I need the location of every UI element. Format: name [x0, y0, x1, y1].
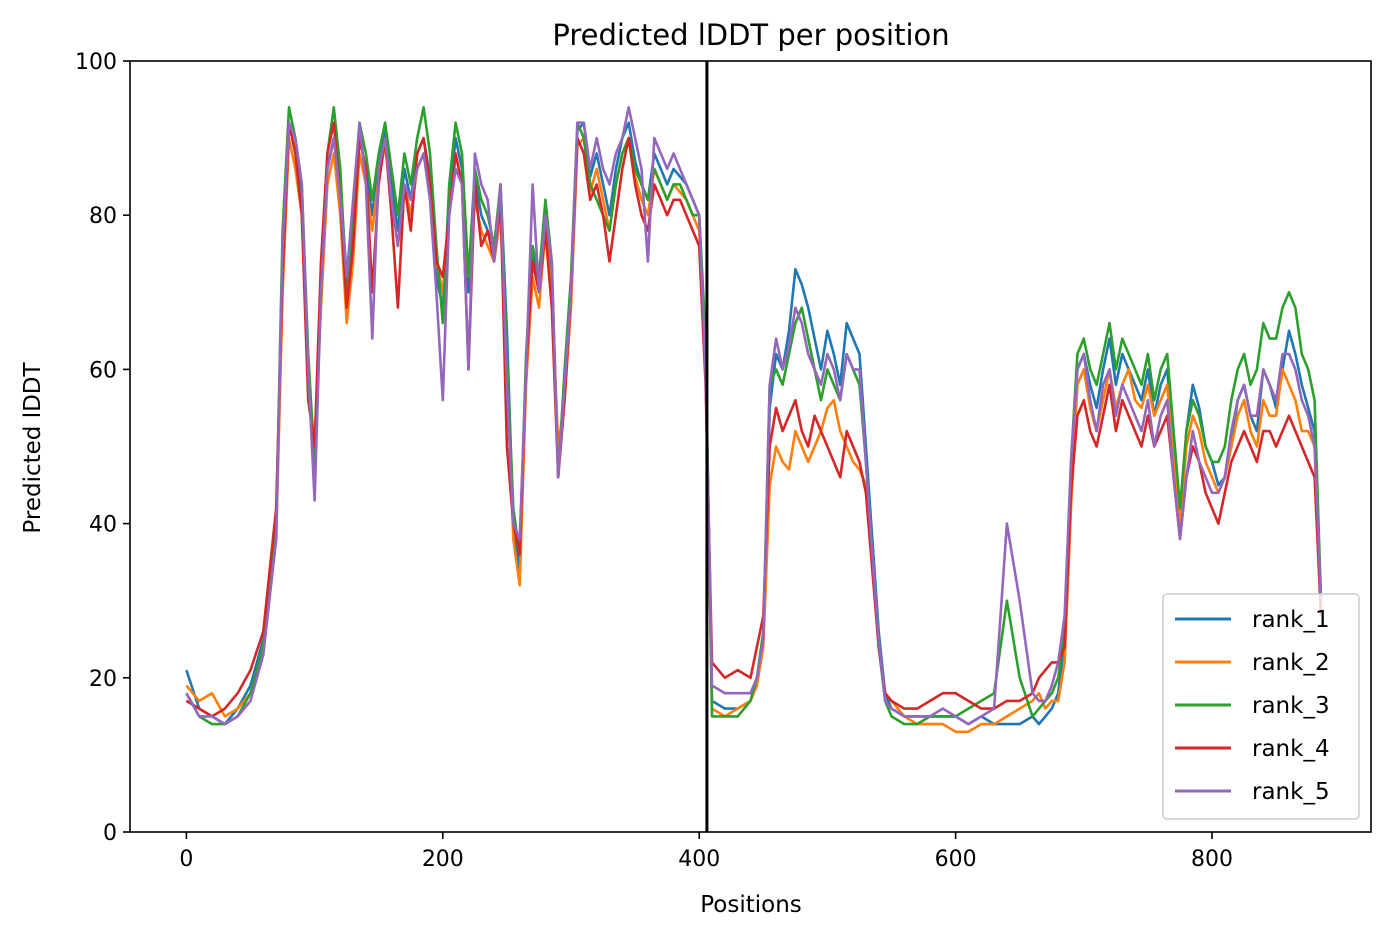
y-tick-label: 100 [75, 50, 117, 75]
x-axis-label: Positions [700, 892, 802, 918]
y-axis-label: Predicted lDDT [20, 361, 46, 533]
y-tick-label: 20 [89, 667, 117, 692]
plot-frame [129, 60, 1372, 833]
y-tick-label: 0 [103, 821, 117, 846]
legend-label-rank_1: rank_1 [1252, 607, 1330, 633]
x-axis-ticks: 0 200 400 600 800 [179, 832, 1233, 872]
series-line-rank_3 [185, 106, 1323, 726]
legend-label-rank_4: rank_4 [1252, 736, 1330, 762]
legend-box [1162, 593, 1360, 820]
x-tick-label: 800 [1191, 847, 1233, 872]
legend-label-rank_2: rank_2 [1252, 650, 1330, 676]
chart-title: Predicted lDDT per position [552, 18, 949, 52]
y-tick-label: 60 [89, 358, 117, 383]
x-tick-label: 600 [935, 847, 977, 872]
y-axis-ticks: 0 20 40 60 80 100 [75, 50, 130, 846]
y-tick-label: 80 [89, 204, 117, 229]
x-tick-label: 200 [422, 847, 464, 872]
legend: rank_1 rank_2 rank_3 rank_4 rank_5 [1162, 593, 1360, 820]
legend-label-rank_3: rank_3 [1252, 693, 1330, 719]
y-tick-label: 40 [89, 513, 117, 538]
x-tick-label: 0 [179, 847, 193, 872]
x-tick-label: 400 [678, 847, 720, 872]
series-line-rank_5 [185, 106, 1323, 726]
legend-label-rank_5: rank_5 [1252, 779, 1330, 805]
series-layer [185, 106, 1323, 734]
plot-area [185, 61, 1323, 832]
